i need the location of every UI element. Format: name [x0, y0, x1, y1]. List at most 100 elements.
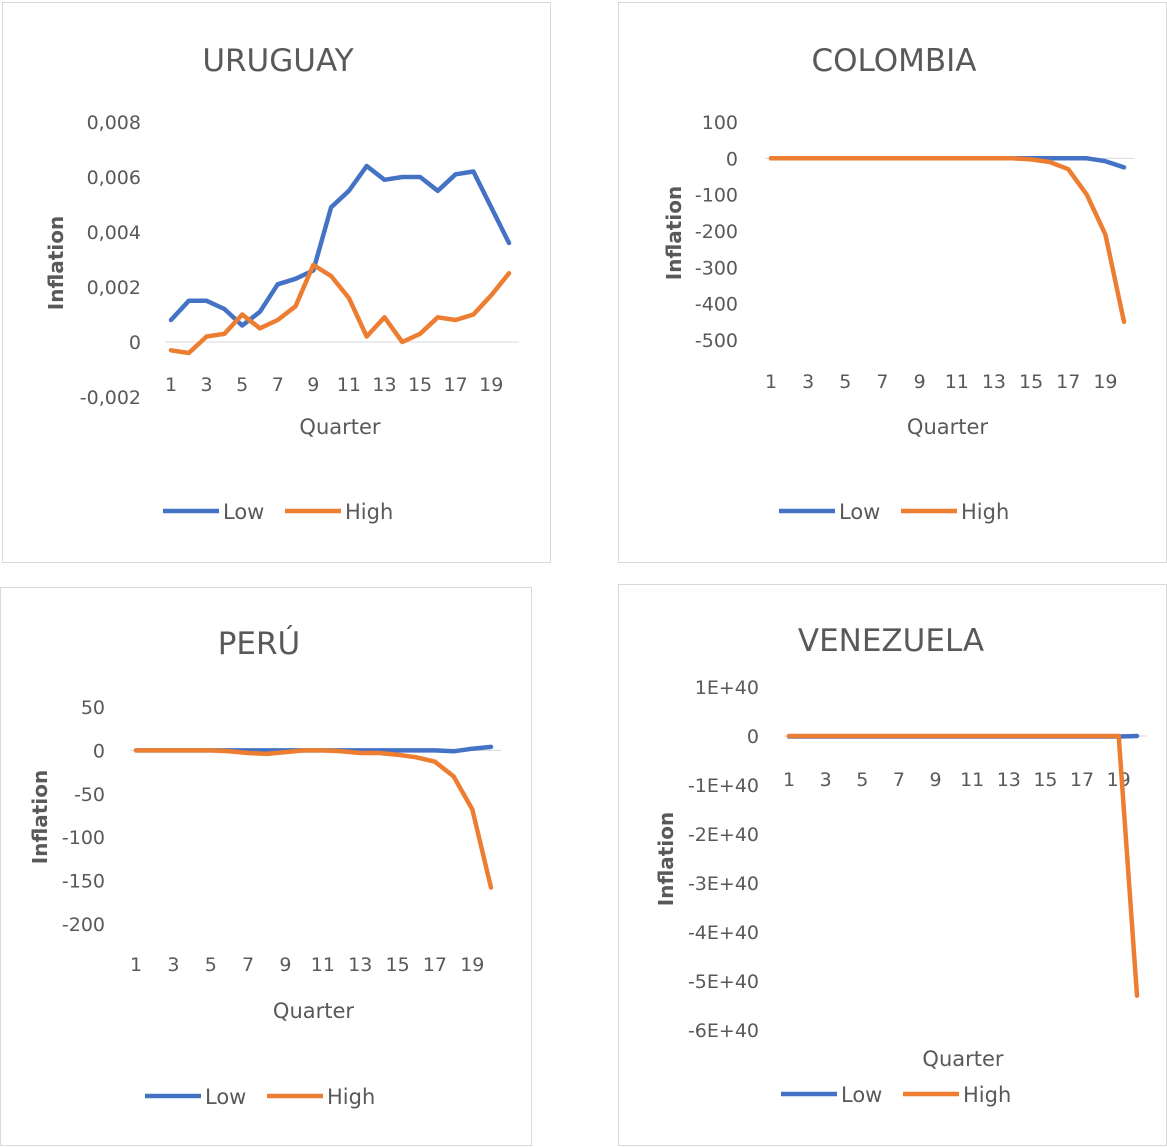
legend-label-high: High — [327, 1085, 375, 1109]
x-tick-label: 17 — [1056, 371, 1080, 393]
y-tick-label: -2E+40 — [688, 824, 759, 846]
y-tick-label: 0,006 — [87, 167, 141, 189]
x-axis-label: Quarter — [273, 999, 354, 1023]
y-tick-label: -1E+40 — [688, 775, 759, 797]
chart-panel-uruguay: URUGUAY 0,008 0,006 0,004 0,002 0 -0,002 1 3 5 7 9 1… — [2, 2, 551, 563]
y-tick-label: -400 — [695, 294, 738, 316]
y-tick-label: -100 — [695, 185, 738, 207]
x-tick-label: 7 — [272, 374, 284, 396]
x-tick-label: 3 — [820, 769, 832, 791]
x-tick-label: 7 — [876, 371, 888, 393]
series-line-high — [768, 156, 1127, 325]
legend-label-high: High — [345, 500, 393, 524]
y-tick-label: -5E+40 — [688, 971, 759, 993]
x-tick-label: 11 — [945, 371, 969, 393]
x-tick-label: 3 — [201, 374, 213, 396]
series-line-high — [786, 733, 1140, 998]
x-tick-label: 9 — [914, 371, 926, 393]
y-tick-label: 0,002 — [87, 277, 141, 299]
legend-label-low: Low — [223, 500, 264, 524]
chart-panel-venezuela: VENEZUELA 1E+40 0 -1E+40 -2E+40 -3E+40 -4E+40 -… — [618, 584, 1167, 1146]
y-tick-label: 0 — [726, 148, 738, 170]
y-tick-label: 1E+40 — [695, 677, 759, 699]
y-tick-label: 100 — [702, 112, 738, 134]
x-tick-label: 3 — [802, 371, 814, 393]
x-tick-label: 19 — [460, 954, 484, 976]
x-tick-label: 7 — [242, 954, 254, 976]
y-axis-label: Inflation — [662, 186, 686, 280]
x-tick-label: 19 — [1093, 371, 1117, 393]
y-tick-label: -500 — [695, 330, 738, 352]
y-tick-label: 0 — [747, 726, 759, 748]
x-tick-label: 15 — [1033, 769, 1057, 791]
x-tick-label: 5 — [856, 769, 868, 791]
x-tick-label: 17 — [444, 374, 468, 396]
series-line-low — [168, 163, 512, 328]
chart-title: VENEZUELA — [798, 623, 984, 659]
x-tick-label: 13 — [982, 371, 1006, 393]
x-tick-label: 9 — [279, 954, 291, 976]
y-tick-label: -50 — [74, 784, 105, 806]
x-tick-label: 19 — [1107, 769, 1131, 791]
x-tick-label: 11 — [960, 769, 984, 791]
y-tick-label: -200 — [695, 221, 738, 243]
x-axis-label: Quarter — [922, 1047, 1003, 1071]
chart-panel-peru: PERÚ 50 0 -50 -100 -150 -200 1 3 5 7 9 11 13 15 17 19 Qua… — [0, 587, 532, 1146]
y-axis-label: Inflation — [28, 770, 52, 864]
x-tick-label: 1 — [783, 769, 795, 791]
y-tick-label: 50 — [81, 697, 105, 719]
chart-title: COLOMBIA — [812, 43, 977, 79]
x-axis-label: Quarter — [907, 415, 988, 439]
y-tick-label: -6E+40 — [688, 1020, 759, 1042]
chart-venezuela: VENEZUELA 1E+40 0 -1E+40 -2E+40 -3E+40 -4E+40 -… — [654, 623, 1147, 1107]
legend-label-low: Low — [841, 1083, 882, 1107]
x-tick-label: 3 — [167, 954, 179, 976]
x-tick-label: 11 — [311, 954, 335, 976]
x-tick-label: 17 — [423, 954, 447, 976]
x-tick-label: 5 — [839, 371, 851, 393]
x-tick-label: 7 — [893, 769, 905, 791]
x-tick-label: 9 — [929, 769, 941, 791]
y-tick-label: 0,004 — [87, 222, 141, 244]
x-tick-label: 13 — [372, 374, 396, 396]
chart-title: URUGUAY — [202, 43, 353, 79]
y-tick-label: 0 — [93, 740, 105, 762]
legend-label-low: Low — [205, 1085, 246, 1109]
x-tick-label: 15 — [1019, 371, 1043, 393]
series-line-high — [168, 262, 512, 356]
y-tick-label: 0,008 — [87, 112, 141, 134]
y-axis-label: Inflation — [654, 812, 678, 906]
y-tick-label: -4E+40 — [688, 922, 759, 944]
y-tick-label: -3E+40 — [688, 873, 759, 895]
y-tick-label: -0,002 — [80, 387, 141, 409]
x-tick-label: 19 — [479, 374, 503, 396]
chart-title: PERÚ — [218, 625, 301, 662]
legend-label-high: High — [963, 1083, 1011, 1107]
y-tick-label: 0 — [129, 332, 141, 354]
x-tick-label: 13 — [348, 954, 372, 976]
legend-label-low: Low — [839, 500, 880, 524]
x-tick-label: 13 — [997, 769, 1021, 791]
x-tick-label: 17 — [1070, 769, 1094, 791]
x-tick-label: 11 — [337, 374, 361, 396]
chart-panel-colombia: COLOMBIA 100 0 -100 -200 -300 -400 -500 1 3 5 7 9 11 1… — [618, 2, 1167, 563]
series-line-high — [133, 748, 494, 890]
x-tick-label: 1 — [130, 954, 142, 976]
x-axis-label: Quarter — [299, 415, 380, 439]
y-tick-label: -100 — [62, 827, 105, 849]
x-tick-label: 1 — [165, 374, 177, 396]
x-tick-label: 15 — [385, 954, 409, 976]
y-axis-label: Inflation — [44, 216, 68, 310]
y-tick-label: -300 — [695, 257, 738, 279]
x-tick-label: 9 — [307, 374, 319, 396]
legend-label-high: High — [961, 500, 1009, 524]
x-tick-label: 5 — [205, 954, 217, 976]
y-tick-label: -200 — [62, 914, 105, 936]
x-tick-label: 15 — [408, 374, 432, 396]
y-tick-label: -150 — [62, 871, 105, 893]
x-tick-label: 1 — [765, 371, 777, 393]
x-tick-label: 5 — [236, 374, 248, 396]
